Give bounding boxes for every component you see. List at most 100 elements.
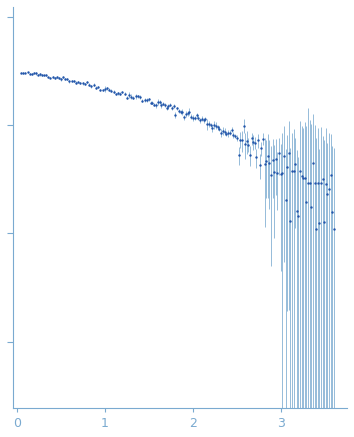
Point <box>133 93 138 100</box>
Point <box>131 94 136 101</box>
Point <box>281 152 287 159</box>
Point <box>159 101 164 108</box>
Point <box>192 114 198 121</box>
Point <box>267 159 272 166</box>
Point <box>217 125 222 132</box>
Point <box>291 167 296 174</box>
Point <box>283 197 289 204</box>
Point <box>62 76 68 83</box>
Point <box>135 93 141 100</box>
Point <box>310 159 316 166</box>
Point <box>41 72 47 79</box>
Point <box>157 98 162 105</box>
Point <box>171 102 176 109</box>
Point <box>257 161 263 168</box>
Point <box>213 122 219 129</box>
Point <box>260 135 266 142</box>
Point <box>102 85 108 92</box>
Point <box>320 175 325 182</box>
Point <box>115 90 121 97</box>
Point <box>326 185 332 192</box>
Point <box>152 101 157 108</box>
Point <box>234 134 240 141</box>
Point <box>120 89 125 96</box>
Point <box>229 126 235 133</box>
Point <box>233 132 238 139</box>
Point <box>202 115 208 122</box>
Point <box>166 103 171 110</box>
Point <box>67 78 72 85</box>
Point <box>270 156 275 163</box>
Point <box>250 139 256 146</box>
Point <box>153 102 159 109</box>
Point <box>169 105 175 112</box>
Point <box>172 112 178 119</box>
Point <box>18 69 24 76</box>
Point <box>272 168 277 175</box>
Point <box>129 93 134 100</box>
Point <box>325 191 330 198</box>
Point <box>80 80 85 87</box>
Point <box>255 137 261 144</box>
Point <box>302 174 308 181</box>
Point <box>187 108 192 115</box>
Point <box>201 117 206 124</box>
Point <box>287 217 293 224</box>
Point <box>50 73 56 80</box>
Point <box>64 76 70 83</box>
Point <box>181 114 187 121</box>
Point <box>195 114 201 121</box>
Point <box>160 100 166 107</box>
Point <box>279 170 285 177</box>
Point <box>304 198 309 205</box>
Point <box>252 139 258 146</box>
Point <box>137 94 143 101</box>
Point <box>215 124 221 131</box>
Point <box>176 107 182 114</box>
Point <box>162 102 168 109</box>
Point <box>289 168 295 175</box>
Point <box>164 104 170 111</box>
Point <box>258 145 264 152</box>
Point <box>301 175 306 182</box>
Point <box>227 129 233 136</box>
Point <box>224 131 229 138</box>
Point <box>25 69 30 76</box>
Point <box>75 78 81 85</box>
Point <box>315 179 321 186</box>
Point <box>194 112 199 119</box>
Point <box>273 155 279 162</box>
Point <box>33 70 39 77</box>
Point <box>296 213 301 220</box>
Point <box>246 141 251 148</box>
Point <box>100 87 105 94</box>
Point <box>278 170 284 177</box>
Point <box>276 149 282 156</box>
Point <box>144 97 150 104</box>
Point <box>106 86 112 93</box>
Point <box>262 160 267 167</box>
Point <box>313 225 319 232</box>
Point <box>305 179 311 186</box>
Point <box>84 79 90 86</box>
Point <box>150 99 155 106</box>
Point <box>142 97 147 104</box>
Point <box>197 117 203 124</box>
Point <box>126 91 132 98</box>
Point <box>82 81 88 88</box>
Point <box>27 70 33 77</box>
Point <box>60 73 65 80</box>
Point <box>44 72 49 79</box>
Point <box>190 114 196 121</box>
Point <box>69 77 74 84</box>
Point <box>21 69 26 76</box>
Point <box>238 136 243 143</box>
Point <box>167 101 173 108</box>
Point <box>275 169 280 176</box>
Point <box>299 173 304 180</box>
Point <box>58 76 64 83</box>
Point <box>178 108 183 115</box>
Point <box>284 163 290 170</box>
Point <box>294 208 299 215</box>
Point <box>249 135 255 142</box>
